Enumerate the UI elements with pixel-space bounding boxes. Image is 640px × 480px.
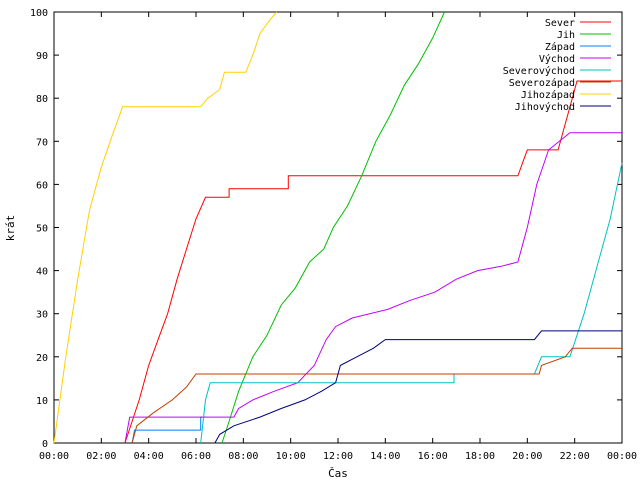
y-axis-label: krát (4, 215, 17, 242)
legend-label: Jihovýchod (515, 101, 575, 113)
series-line (124, 132, 622, 444)
series-line (221, 11, 445, 444)
y-tick-label: 30 (36, 310, 48, 321)
legend-label: Severozápad (509, 77, 575, 89)
x-tick-label: 20:00 (512, 451, 542, 462)
x-tick-label: 08:00 (228, 451, 258, 462)
legend-label: Sever (545, 18, 575, 29)
x-tick-label: 10:00 (276, 451, 306, 462)
x-tick-label: 12:00 (323, 451, 353, 462)
x-axis-label: Čas (328, 467, 348, 480)
y-tick-label: 0 (42, 439, 48, 450)
legend-label: Severovýchod (503, 65, 575, 77)
y-tick-label: 70 (36, 137, 48, 148)
y-tick-label: 10 (36, 396, 48, 407)
series-line (214, 330, 622, 444)
x-tick-label: 16:00 (418, 451, 448, 462)
x-tick-label: 06:00 (181, 451, 211, 462)
x-tick-label: 14:00 (370, 451, 400, 462)
y-tick-label: 60 (36, 180, 48, 191)
legend-label: Západ (545, 41, 575, 53)
legend-label: Jih (557, 30, 575, 41)
y-tick-label: 40 (36, 267, 48, 278)
y-tick-label: 20 (36, 353, 48, 364)
y-tick-label: 90 (36, 51, 48, 62)
legend-label: Jihozápad (521, 89, 575, 101)
x-tick-label: 00:00 (607, 451, 637, 462)
series-lines (53, 11, 623, 444)
x-tick-label: 18:00 (465, 451, 495, 462)
legend-label: Východ (539, 53, 575, 65)
axis-ticks: 0 10 20 30 40 50 60 70 80 90 100 00:00 02:00 04:00 06:… (30, 8, 637, 462)
series-line (200, 162, 623, 444)
series-line (53, 11, 277, 444)
x-tick-label: 00:00 (39, 451, 69, 462)
x-tick-label: 04:00 (134, 451, 164, 462)
y-tick-label: 80 (36, 94, 48, 105)
y-tick-label: 100 (30, 8, 48, 19)
series-line (131, 347, 622, 444)
legend: SeverJihZápadVýchodSeverovýchodSeverozáp… (503, 18, 611, 113)
x-tick-label: 02:00 (86, 451, 116, 462)
series-line (124, 80, 622, 444)
y-tick-label: 50 (36, 224, 48, 235)
x-tick-label: 22:00 (560, 451, 590, 462)
